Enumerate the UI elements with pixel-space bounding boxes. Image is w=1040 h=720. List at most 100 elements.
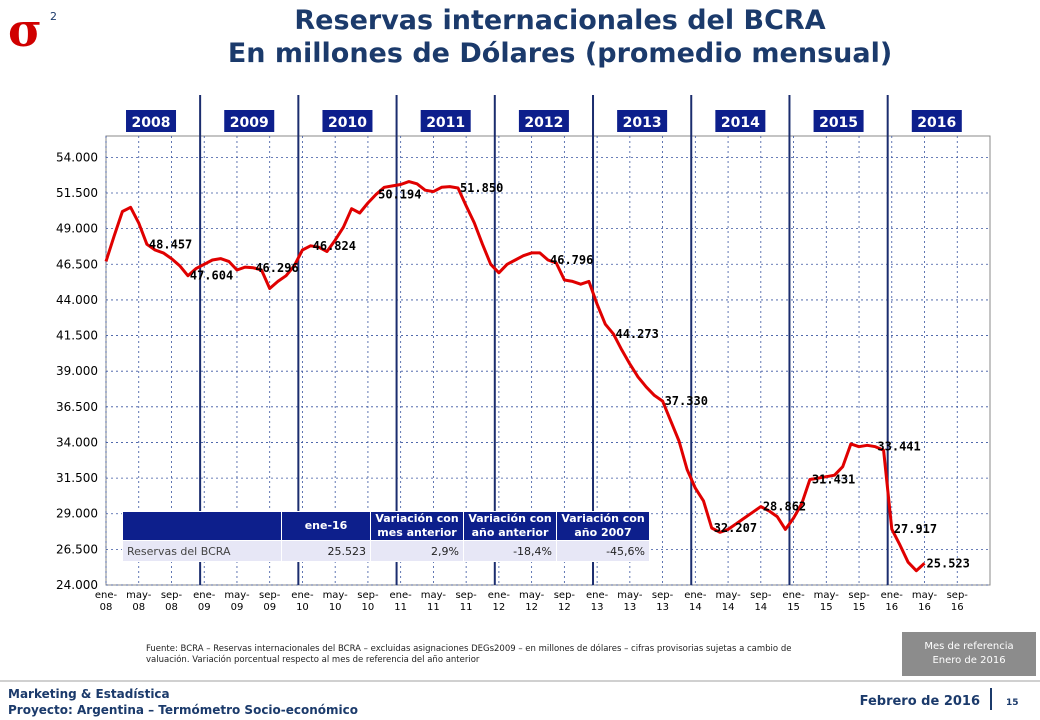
x-tick-label: sep- [750, 590, 772, 601]
x-tick-label: ene- [881, 590, 904, 601]
title-line1: Reservas internacionales del BCRA [294, 5, 826, 36]
summary-header-blank [122, 511, 282, 541]
reserves-series-line [104, 180, 926, 573]
x-tick-label: 10 [362, 602, 375, 613]
x-tick-label: 15 [787, 602, 800, 613]
x-tick-label: 11 [460, 602, 473, 613]
source-note: Fuente: BCRA – Reservas internacionales … [146, 644, 792, 665]
x-tick-label: 15 [853, 602, 866, 613]
footer-project-name: Proyecto: Argentina – Termómetro Socio-e… [8, 703, 359, 717]
x-tick-label: ene- [782, 590, 805, 601]
x-tick-label: sep- [259, 590, 281, 601]
x-tick-label: may- [421, 590, 447, 601]
year-band [420, 110, 471, 132]
page-number: 15 [1006, 698, 1019, 708]
y-tick-label: 39.000 [56, 364, 98, 378]
summary-table-container: ene-16 Variación con mes anterior Variac… [122, 511, 650, 562]
x-tick-label: 16 [951, 602, 964, 613]
x-tick-label: 09 [231, 602, 244, 613]
x-tick-label: may- [126, 590, 152, 601]
summary-value-reserves: 25.523 [281, 540, 371, 562]
data-label: 31.431 [812, 473, 855, 487]
logo-symbol: σ [8, 6, 42, 54]
data-label: 33.441 [877, 440, 920, 454]
footer-divider [0, 680, 1040, 682]
data-label: 46.824 [313, 239, 356, 253]
x-tick-label: 09 [263, 602, 276, 613]
data-label: 32.207 [714, 521, 757, 535]
year-label: 2012 [524, 115, 563, 131]
summary-header-text: año 2007 [574, 526, 632, 539]
logo-superscript: 2 [50, 10, 57, 23]
x-tick-label: 09 [198, 602, 211, 613]
x-tick-label: 14 [722, 602, 735, 613]
footer-dept: Marketing & Estadística [8, 687, 170, 701]
data-label: 51.850 [460, 181, 503, 195]
x-tick-label: ene- [488, 590, 511, 601]
x-tick-label: 14 [754, 602, 767, 613]
y-tick-label: 41.500 [56, 329, 98, 343]
year-label: 2016 [917, 115, 956, 131]
page-title: Reservas internacionales del BCRA En mil… [120, 4, 1000, 70]
summary-value-mom: 2,9% [370, 540, 464, 562]
x-tick-label: sep- [161, 590, 183, 601]
x-tick-label: sep- [848, 590, 870, 601]
reference-label: Mes de referencia [924, 641, 1014, 652]
summary-value-2007: -45,6% [556, 540, 650, 562]
year-label: 2008 [132, 115, 171, 131]
summary-header-text: año anterior [471, 526, 549, 539]
x-tick-label: ene- [95, 590, 118, 601]
x-tick-label: sep- [455, 590, 477, 601]
x-tick-label: 13 [623, 602, 636, 613]
summary-header-month: ene-16 [281, 511, 371, 541]
summary-value-yoy: -18,4% [463, 540, 557, 562]
summary-header-text: ene-16 [304, 519, 348, 532]
year-label: 2013 [623, 115, 662, 131]
x-tick-label: 16 [918, 602, 931, 613]
x-tick-label: 08 [132, 602, 145, 613]
x-tick-label: sep- [357, 590, 379, 601]
year-band [617, 110, 668, 132]
data-label: 37.330 [665, 394, 708, 408]
year-label: 2014 [721, 115, 760, 131]
year-label: 2010 [328, 115, 367, 131]
x-tick-label: 16 [885, 602, 898, 613]
year-label: 2009 [230, 115, 269, 131]
y-tick-label: 26.500 [56, 542, 98, 556]
x-tick-label: may- [814, 590, 840, 601]
data-label: 25.523 [927, 556, 970, 570]
summary-header-mom: Variación con mes anterior [370, 511, 464, 541]
x-tick-label: 11 [427, 602, 440, 613]
x-tick-label: 13 [591, 602, 604, 613]
year-band [911, 110, 962, 132]
summary-header-text: Variación con [375, 512, 459, 525]
y-tick-label: 36.500 [56, 400, 98, 414]
x-tick-label: may- [323, 590, 349, 601]
year-label: 2015 [819, 115, 858, 131]
y-tick-label: 31.500 [56, 471, 98, 485]
footer-date: Febrero de 2016 [859, 694, 980, 709]
year-band [126, 110, 177, 132]
x-tick-label: may- [617, 590, 643, 601]
data-label: 46.296 [255, 261, 298, 275]
x-tick-label: ene- [684, 590, 707, 601]
x-tick-label: may- [912, 590, 938, 601]
x-tick-label: sep- [554, 590, 576, 601]
footer-separator [990, 688, 992, 710]
year-band [518, 110, 569, 132]
year-band [224, 110, 275, 132]
x-tick-label: ene- [291, 590, 314, 601]
summary-header-row: ene-16 Variación con mes anterior Variac… [122, 511, 650, 541]
footer-project: Marketing & Estadística Proyecto: Argent… [8, 686, 358, 718]
summary-data-row: Reservas del BCRA 25.523 2,9% -18,4% -45… [122, 540, 650, 562]
plot-area [105, 135, 991, 586]
year-band [715, 110, 766, 132]
title-line2: En millones de Dólares (promedio mensual… [227, 38, 893, 69]
y-tick-label: 54.000 [56, 150, 98, 164]
data-label: 47.604 [190, 269, 233, 283]
y-tick-label: 34.000 [56, 435, 98, 449]
x-tick-label: ene- [390, 590, 413, 601]
y-tick-label: 46.500 [56, 257, 98, 271]
x-tick-label: 15 [820, 602, 833, 613]
year-band [322, 110, 373, 132]
